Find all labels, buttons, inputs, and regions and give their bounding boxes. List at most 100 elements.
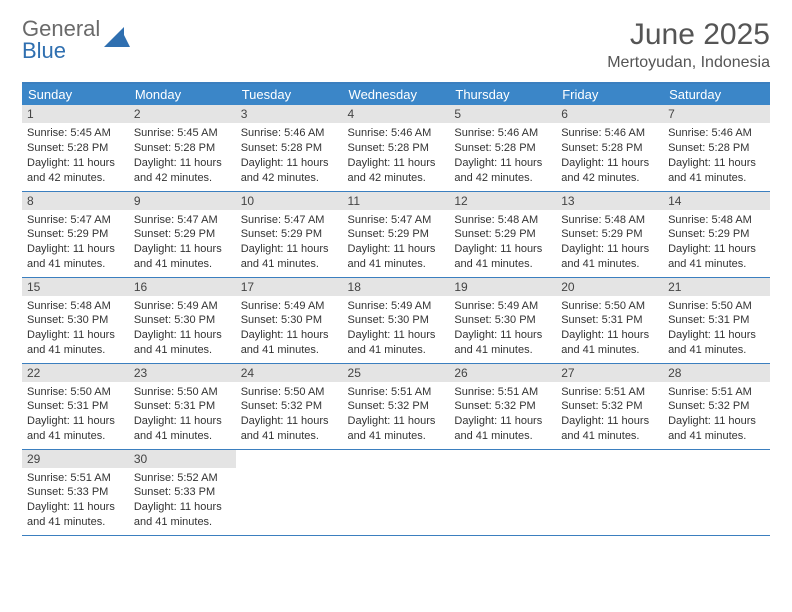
sunrise-line: Sunrise: 5:46 AM	[454, 126, 551, 141]
day-cell: 2Sunrise: 5:45 AMSunset: 5:28 PMDaylight…	[129, 105, 236, 191]
day-cell: 19Sunrise: 5:49 AMSunset: 5:30 PMDayligh…	[449, 277, 556, 363]
day-cell: 30Sunrise: 5:52 AMSunset: 5:33 PMDayligh…	[129, 449, 236, 535]
day-number: 11	[343, 192, 450, 210]
day-cell: 26Sunrise: 5:51 AMSunset: 5:32 PMDayligh…	[449, 363, 556, 449]
sunrise-line: Sunrise: 5:50 AM	[27, 385, 124, 400]
sunset-line: Sunset: 5:30 PM	[134, 313, 231, 328]
sunset-line: Sunset: 5:28 PM	[27, 141, 124, 156]
sunrise-line: Sunrise: 5:50 AM	[241, 385, 338, 400]
sunset-line: Sunset: 5:28 PM	[454, 141, 551, 156]
calendar-table: SundayMondayTuesdayWednesdayThursdayFrid…	[22, 82, 770, 536]
sunrise-line: Sunrise: 5:46 AM	[241, 126, 338, 141]
sunset-line: Sunset: 5:29 PM	[348, 227, 445, 242]
sunset-line: Sunset: 5:30 PM	[454, 313, 551, 328]
weekday-header: Thursday	[449, 83, 556, 105]
sunset-line: Sunset: 5:32 PM	[454, 399, 551, 414]
daylight-line: Daylight: 11 hours and 41 minutes.	[27, 414, 124, 444]
day-cell: 4Sunrise: 5:46 AMSunset: 5:28 PMDaylight…	[343, 105, 450, 191]
day-body: Sunrise: 5:48 AMSunset: 5:29 PMDaylight:…	[449, 210, 556, 276]
day-number: 3	[236, 105, 343, 123]
sunset-line: Sunset: 5:31 PM	[27, 399, 124, 414]
daylight-line: Daylight: 11 hours and 41 minutes.	[348, 414, 445, 444]
day-body: Sunrise: 5:50 AMSunset: 5:31 PMDaylight:…	[22, 382, 129, 448]
daylight-line: Daylight: 11 hours and 41 minutes.	[454, 328, 551, 358]
day-number: 17	[236, 278, 343, 296]
weekday-header: Monday	[129, 83, 236, 105]
day-cell: 16Sunrise: 5:49 AMSunset: 5:30 PMDayligh…	[129, 277, 236, 363]
sunset-line: Sunset: 5:29 PM	[561, 227, 658, 242]
day-body: Sunrise: 5:49 AMSunset: 5:30 PMDaylight:…	[449, 296, 556, 362]
sunrise-line: Sunrise: 5:51 AM	[561, 385, 658, 400]
day-body: Sunrise: 5:51 AMSunset: 5:32 PMDaylight:…	[556, 382, 663, 448]
day-body: Sunrise: 5:47 AMSunset: 5:29 PMDaylight:…	[22, 210, 129, 276]
daylight-line: Daylight: 11 hours and 41 minutes.	[561, 242, 658, 272]
day-number: 16	[129, 278, 236, 296]
daylight-line: Daylight: 11 hours and 41 minutes.	[134, 242, 231, 272]
daylight-line: Daylight: 11 hours and 41 minutes.	[27, 500, 124, 530]
day-number: 22	[22, 364, 129, 382]
day-number: 26	[449, 364, 556, 382]
sunrise-line: Sunrise: 5:45 AM	[27, 126, 124, 141]
day-body: Sunrise: 5:49 AMSunset: 5:30 PMDaylight:…	[129, 296, 236, 362]
day-cell: 6Sunrise: 5:46 AMSunset: 5:28 PMDaylight…	[556, 105, 663, 191]
logo-sail-icon	[102, 25, 132, 55]
daylight-line: Daylight: 11 hours and 41 minutes.	[348, 328, 445, 358]
daylight-line: Daylight: 11 hours and 41 minutes.	[454, 414, 551, 444]
day-body: Sunrise: 5:45 AMSunset: 5:28 PMDaylight:…	[129, 123, 236, 189]
day-number: 13	[556, 192, 663, 210]
sunrise-line: Sunrise: 5:51 AM	[27, 471, 124, 486]
sunset-line: Sunset: 5:29 PM	[134, 227, 231, 242]
day-body: Sunrise: 5:46 AMSunset: 5:28 PMDaylight:…	[556, 123, 663, 189]
day-number: 25	[343, 364, 450, 382]
empty-cell	[236, 449, 343, 535]
daylight-line: Daylight: 11 hours and 42 minutes.	[27, 156, 124, 186]
daylight-line: Daylight: 11 hours and 42 minutes.	[134, 156, 231, 186]
day-cell: 13Sunrise: 5:48 AMSunset: 5:29 PMDayligh…	[556, 191, 663, 277]
day-cell: 10Sunrise: 5:47 AMSunset: 5:29 PMDayligh…	[236, 191, 343, 277]
sunset-line: Sunset: 5:28 PM	[668, 141, 765, 156]
day-body: Sunrise: 5:51 AMSunset: 5:32 PMDaylight:…	[663, 382, 770, 448]
daylight-line: Daylight: 11 hours and 41 minutes.	[668, 242, 765, 272]
day-cell: 15Sunrise: 5:48 AMSunset: 5:30 PMDayligh…	[22, 277, 129, 363]
brand-part2: Blue	[22, 38, 66, 63]
day-number: 14	[663, 192, 770, 210]
daylight-line: Daylight: 11 hours and 41 minutes.	[27, 242, 124, 272]
calendar-row: 1Sunrise: 5:45 AMSunset: 5:28 PMDaylight…	[22, 105, 770, 191]
empty-cell	[663, 449, 770, 535]
day-body: Sunrise: 5:46 AMSunset: 5:28 PMDaylight:…	[236, 123, 343, 189]
daylight-line: Daylight: 11 hours and 41 minutes.	[454, 242, 551, 272]
day-body: Sunrise: 5:50 AMSunset: 5:31 PMDaylight:…	[129, 382, 236, 448]
day-cell: 17Sunrise: 5:49 AMSunset: 5:30 PMDayligh…	[236, 277, 343, 363]
sunrise-line: Sunrise: 5:47 AM	[241, 213, 338, 228]
day-body: Sunrise: 5:49 AMSunset: 5:30 PMDaylight:…	[343, 296, 450, 362]
sunset-line: Sunset: 5:31 PM	[668, 313, 765, 328]
sunrise-line: Sunrise: 5:45 AM	[134, 126, 231, 141]
day-body: Sunrise: 5:47 AMSunset: 5:29 PMDaylight:…	[129, 210, 236, 276]
day-cell: 11Sunrise: 5:47 AMSunset: 5:29 PMDayligh…	[343, 191, 450, 277]
day-cell: 3Sunrise: 5:46 AMSunset: 5:28 PMDaylight…	[236, 105, 343, 191]
sunrise-line: Sunrise: 5:47 AM	[134, 213, 231, 228]
sunrise-line: Sunrise: 5:48 AM	[27, 299, 124, 314]
day-body: Sunrise: 5:47 AMSunset: 5:29 PMDaylight:…	[236, 210, 343, 276]
calendar-head: SundayMondayTuesdayWednesdayThursdayFrid…	[22, 83, 770, 105]
daylight-line: Daylight: 11 hours and 42 minutes.	[348, 156, 445, 186]
day-body: Sunrise: 5:50 AMSunset: 5:31 PMDaylight:…	[663, 296, 770, 362]
day-number: 21	[663, 278, 770, 296]
sunset-line: Sunset: 5:32 PM	[348, 399, 445, 414]
day-number: 20	[556, 278, 663, 296]
day-number: 4	[343, 105, 450, 123]
day-body: Sunrise: 5:50 AMSunset: 5:32 PMDaylight:…	[236, 382, 343, 448]
day-number: 23	[129, 364, 236, 382]
day-body: Sunrise: 5:46 AMSunset: 5:28 PMDaylight:…	[663, 123, 770, 189]
day-body: Sunrise: 5:48 AMSunset: 5:29 PMDaylight:…	[663, 210, 770, 276]
day-number: 1	[22, 105, 129, 123]
day-cell: 21Sunrise: 5:50 AMSunset: 5:31 PMDayligh…	[663, 277, 770, 363]
sunset-line: Sunset: 5:31 PM	[561, 313, 658, 328]
calendar-row: 15Sunrise: 5:48 AMSunset: 5:30 PMDayligh…	[22, 277, 770, 363]
sunset-line: Sunset: 5:29 PM	[27, 227, 124, 242]
day-cell: 8Sunrise: 5:47 AMSunset: 5:29 PMDaylight…	[22, 191, 129, 277]
day-number: 10	[236, 192, 343, 210]
day-cell: 22Sunrise: 5:50 AMSunset: 5:31 PMDayligh…	[22, 363, 129, 449]
sunset-line: Sunset: 5:30 PM	[27, 313, 124, 328]
sunrise-line: Sunrise: 5:47 AM	[27, 213, 124, 228]
